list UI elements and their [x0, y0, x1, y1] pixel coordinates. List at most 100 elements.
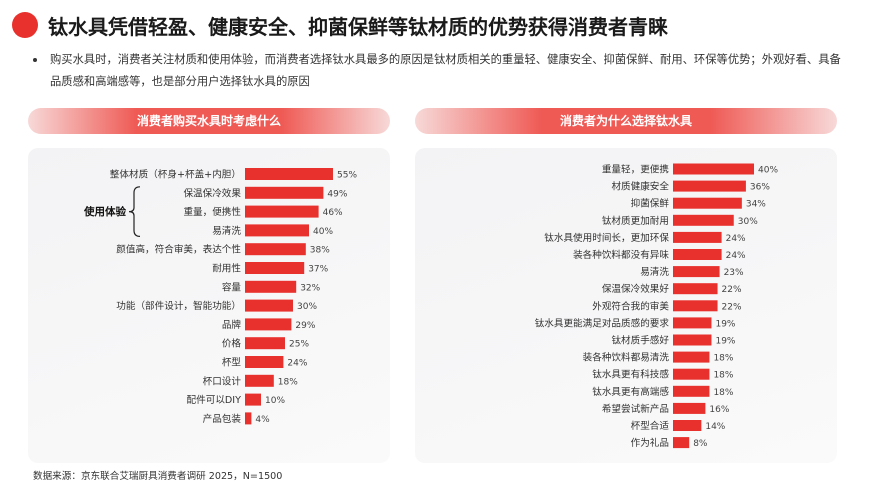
category-label: 易清洗: [212, 225, 241, 237]
category-label: 容量: [222, 281, 242, 293]
category-label: 功能（部件设计，智能功能）: [116, 300, 241, 312]
bar: [673, 197, 742, 209]
value-label: 49%: [327, 189, 347, 199]
bar: [245, 168, 333, 180]
bar: [245, 262, 305, 274]
bar: [245, 393, 261, 406]
bullet-dot: [33, 58, 37, 62]
bar: [673, 420, 702, 431]
value-label: 40%: [758, 166, 778, 176]
category-label: 装各种饮料都易清洗: [583, 352, 670, 364]
description-text: 购买水具时，消费者关注材质和使用体验，而消费者选择钛水具最多的原因是钛材质相关的…: [50, 53, 841, 88]
value-label: 8%: [693, 439, 708, 449]
category-label: 材质健康安全: [611, 181, 669, 193]
right-chart-title: 消费者为什么选择钛水具: [415, 108, 837, 134]
category-label: 产品包装: [203, 413, 242, 425]
category-label: 保温保冷效果好: [602, 283, 670, 295]
bar: [245, 412, 252, 425]
category-label: 钛水具更有科技感: [592, 369, 669, 381]
value-label: 36%: [750, 183, 770, 193]
bar: [673, 437, 690, 449]
bar: [673, 334, 712, 346]
category-label: 钛水具更有高端感: [592, 386, 669, 398]
value-label: 24%: [726, 251, 746, 261]
value-label: 23%: [724, 268, 744, 278]
value-label: 55%: [337, 171, 357, 181]
bar: [673, 402, 706, 414]
category-label: 装各种饮料都没有异味: [573, 249, 669, 261]
bracket-line: [128, 186, 141, 237]
bar: [673, 180, 746, 192]
category-label: 价格: [222, 338, 242, 350]
value-label: 37%: [308, 265, 328, 275]
bar: [245, 356, 284, 368]
bar: [245, 186, 324, 199]
category-label: 重量，便携性: [183, 206, 241, 218]
value-label: 16%: [709, 405, 729, 415]
bar: [673, 266, 720, 278]
page-title: 钛水具凭借轻盈、健康安全、抑菌保鲜等钛材质的优势获得消费者青睐: [48, 15, 668, 39]
value-label: 40%: [313, 227, 333, 237]
bar: [245, 299, 293, 312]
category-label: 希望尝试新产品: [602, 403, 669, 415]
data-source-note: 数据来源：京东联合艾瑞厨具消费者调研 2025，N=1500: [33, 471, 283, 482]
category-label: 钛材质更加耐用: [602, 215, 669, 227]
bar: [245, 243, 306, 256]
bar: [245, 280, 297, 293]
category-label: 配件可以DIY: [187, 394, 242, 406]
category-label: 重量轻，更便携: [602, 164, 670, 176]
bar: [245, 318, 292, 331]
bar: [673, 214, 734, 226]
category-label: 钛材质手感好: [611, 335, 669, 347]
bar: [673, 385, 710, 397]
title-accent-dot: [12, 12, 38, 38]
category-label: 品牌: [222, 319, 242, 331]
value-label: 19%: [715, 319, 735, 329]
value-label: 22%: [722, 302, 742, 312]
value-label: 24%: [726, 234, 746, 244]
value-label: 32%: [300, 283, 320, 293]
right-chart-panel: [415, 148, 837, 463]
value-label: 38%: [310, 246, 330, 256]
bar: [673, 300, 718, 312]
category-label: 作为礼品: [631, 437, 669, 449]
bar: [673, 351, 710, 363]
bar: [673, 163, 754, 175]
value-label: 19%: [715, 337, 735, 347]
category-label: 保温保冷效果: [183, 187, 241, 199]
bar: [673, 249, 722, 260]
right-bar-chart: 重量轻，更便携 40% 材质健康安全 36% 抑菌保鲜 34% 钛材质更加耐用 30% 钛水具使…: [535, 163, 778, 449]
value-label: 46%: [323, 208, 343, 218]
value-label: 29%: [295, 321, 315, 331]
category-label: 杯型合适: [631, 420, 670, 432]
bar: [673, 368, 710, 380]
bar: [673, 231, 722, 243]
bar: [673, 317, 712, 329]
bar: [245, 205, 319, 218]
category-label: 耐用性: [212, 263, 241, 275]
category-label: 易清洗: [640, 266, 669, 278]
value-label: 30%: [297, 302, 317, 312]
value-label: 30%: [738, 217, 758, 227]
category-label: 整体材质（杯身+杯盖+内胆）: [110, 169, 241, 181]
category-label: 抑菌保鲜: [631, 198, 670, 210]
category-label: 外观符合我的审美: [592, 300, 669, 312]
value-label: 18%: [713, 354, 733, 364]
value-label: 22%: [722, 285, 742, 295]
bar: [245, 337, 285, 350]
bracket-label: 使用体验: [83, 205, 126, 218]
bar: [245, 374, 274, 387]
value-label: 4%: [255, 415, 270, 425]
value-label: 34%: [746, 200, 766, 210]
bar: [673, 283, 718, 295]
value-label: 18%: [713, 388, 733, 398]
category-label: 杯型: [222, 357, 242, 369]
value-label: 18%: [278, 377, 298, 387]
category-label: 钛水具使用时间长，更加环保: [544, 232, 669, 244]
category-label: 钛水具更能满足对品质感的要求: [535, 317, 670, 329]
left-chart-title: 消费者购买水具时考虑什么: [28, 108, 390, 134]
left-chart-panel: [28, 148, 390, 463]
value-label: 25%: [289, 340, 309, 350]
category-label: 杯口设计: [203, 375, 242, 387]
value-label: 10%: [265, 396, 285, 406]
